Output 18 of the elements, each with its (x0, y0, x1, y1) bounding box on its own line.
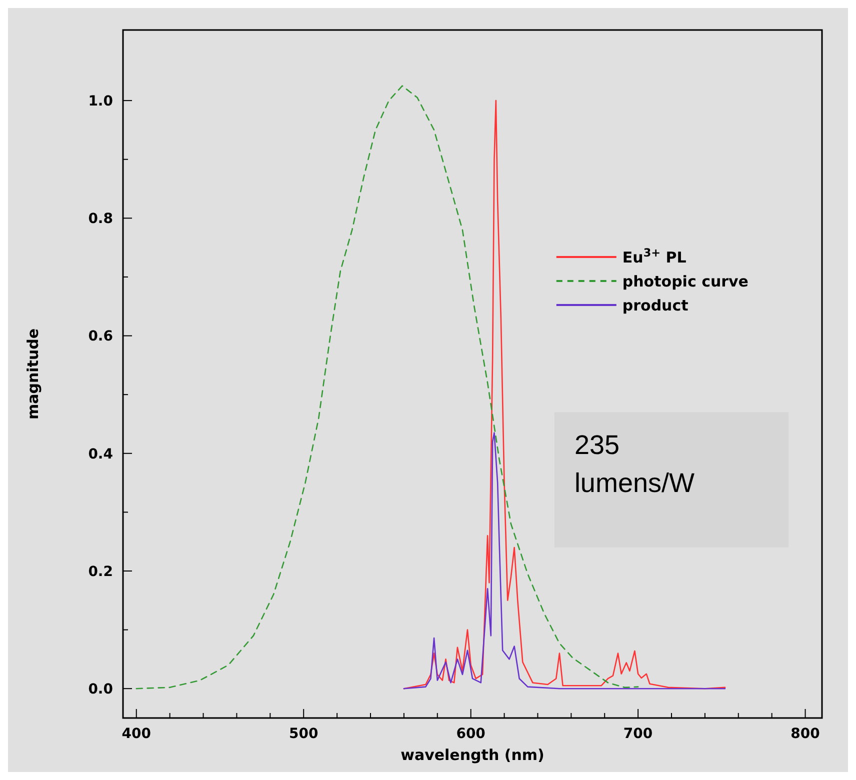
y-tick-label: 0.8 (88, 211, 113, 228)
legend-label: photopic curve (622, 272, 748, 290)
legend-label: Eu$^{3+}$ PL (622, 246, 687, 266)
y-tick-label: 0.6 (88, 328, 113, 345)
x-tick-label: 400 (122, 726, 152, 742)
x-tick-label: 800 (790, 726, 820, 742)
y-tick-label: 0.0 (88, 682, 114, 698)
y-tick-label: 0.4 (88, 446, 114, 462)
y-tick-label: 1.0 (88, 93, 114, 110)
legend-label: product (622, 296, 688, 314)
x-tick-label: 600 (456, 726, 486, 742)
x-tick-label: 700 (623, 726, 653, 742)
y-tick-label: 0.2 (88, 564, 113, 580)
x-tick-label: 500 (288, 726, 318, 742)
annotation: 235 lumens/W (574, 430, 695, 498)
x-axis-title: wavelength (nm) (400, 746, 544, 764)
line-series (403, 432, 726, 690)
y-axis-title: magnitude (24, 328, 42, 420)
